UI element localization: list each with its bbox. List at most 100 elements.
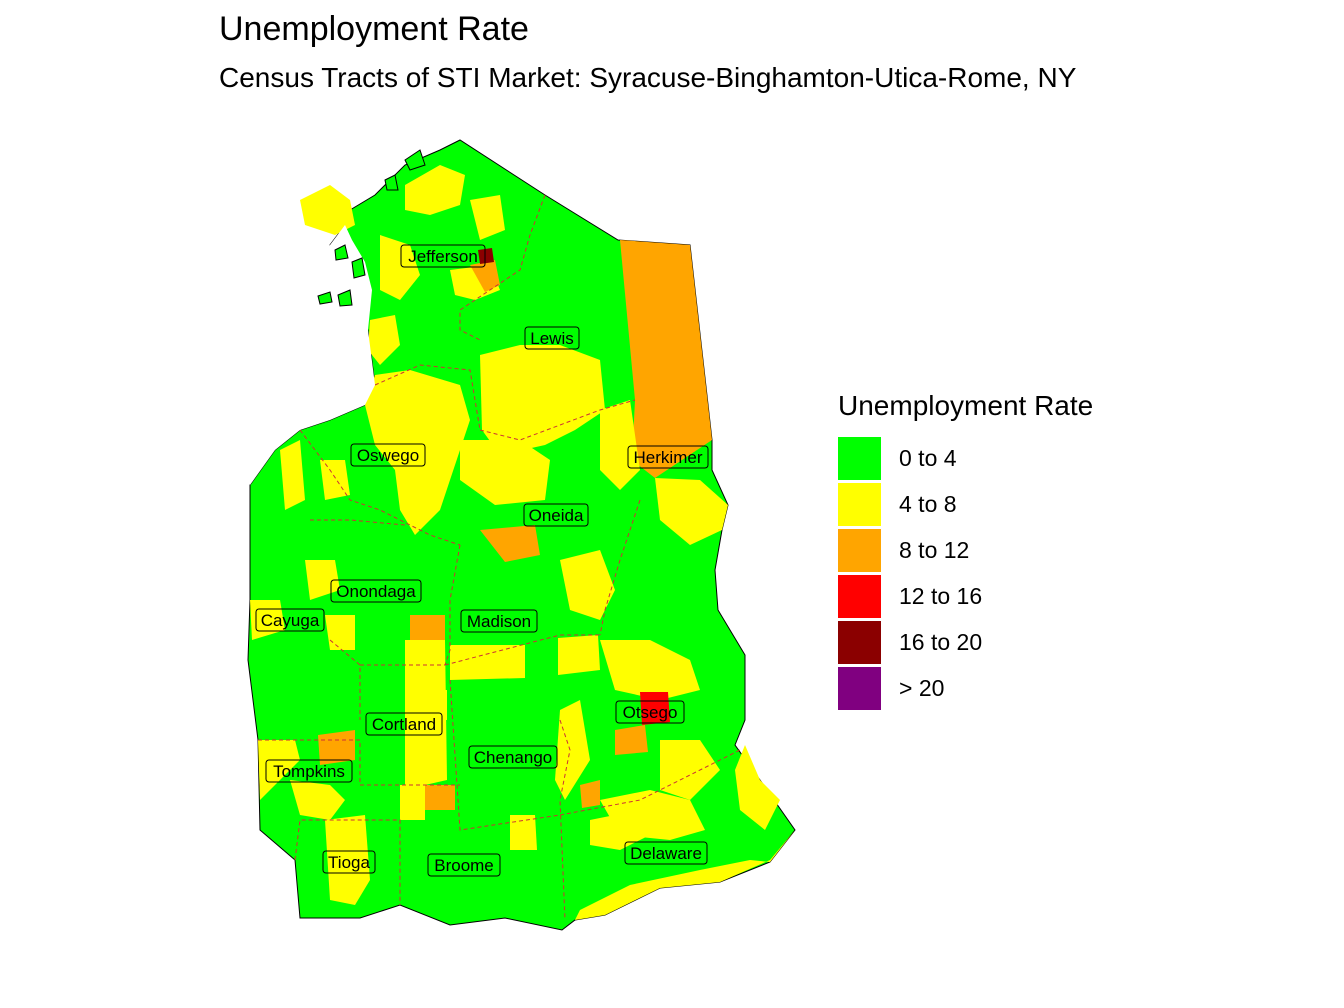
legend-swatch: [838, 574, 881, 618]
svg-text:Chenango: Chenango: [474, 748, 552, 767]
legend-item: 16 to 20: [838, 619, 1093, 665]
tract-yellow: [600, 640, 700, 700]
tract-yellow: [560, 550, 615, 620]
tract-orange: [615, 725, 648, 755]
island: [337, 289, 353, 307]
tracts-yellow: [250, 165, 795, 920]
tract-orange: [480, 525, 540, 562]
map-subtitle: Census Tracts of STI Market: Syracuse-Bi…: [219, 62, 1077, 93]
tract-yellow: [470, 195, 505, 240]
legend-swatch: [838, 482, 881, 526]
tract-red: [640, 692, 670, 725]
county-label-herkimer[interactable]: Herkimer: [627, 445, 709, 469]
tract-yellow: [325, 615, 355, 650]
legend-label: 4 to 8: [899, 490, 957, 517]
legend-label: 12 to 16: [899, 582, 983, 609]
tract-orange: [470, 260, 500, 292]
tract-orange: [425, 785, 455, 810]
county-boundary: [258, 739, 460, 786]
tract-yellow: [320, 460, 350, 500]
svg-text:Oneida: Oneida: [529, 506, 584, 525]
tract-yellow: [660, 740, 720, 800]
county-labels: Jefferson Lewis Oswego Herkimer Oneida O…: [255, 244, 709, 877]
svg-text:Jefferson: Jefferson: [408, 247, 478, 266]
county-boundary: [444, 544, 461, 666]
legend-swatch: [838, 436, 881, 480]
tract-yellow: [558, 635, 600, 675]
tract-yellow: [575, 830, 795, 920]
county-label-broome[interactable]: Broome: [427, 853, 501, 877]
county-label-tompkins[interactable]: Tompkins: [265, 759, 353, 783]
legend-swatch: [838, 620, 881, 664]
svg-text:Lewis: Lewis: [530, 329, 573, 348]
svg-text:Tioga: Tioga: [328, 853, 370, 872]
svg-text:Delaware: Delaware: [630, 844, 702, 863]
county-label-oneida[interactable]: Oneida: [523, 503, 589, 527]
tract-yellow: [400, 785, 425, 820]
tract-yellow: [325, 815, 370, 905]
county-label-onondaga[interactable]: Onondaga: [330, 579, 422, 603]
county-boundary: [459, 194, 546, 341]
island: [351, 257, 366, 279]
county-label-cayuga[interactable]: Cayuga: [255, 608, 325, 632]
tract-yellow: [290, 780, 345, 820]
tract-yellow: [380, 235, 420, 300]
county-boundary: [559, 719, 571, 921]
county-label-jefferson[interactable]: Jefferson: [400, 244, 486, 268]
islands: [317, 149, 426, 307]
legend-item: 0 to 4: [838, 435, 1093, 481]
svg-text:Cortland: Cortland: [372, 715, 436, 734]
tract-yellow: [365, 370, 470, 535]
svg-text:Oswego: Oswego: [357, 446, 419, 465]
county-label-chenango[interactable]: Chenango: [468, 745, 558, 769]
legend-label: 0 to 4: [899, 444, 957, 471]
svg-text:Onondaga: Onondaga: [336, 582, 416, 601]
tract-orange: [410, 615, 445, 640]
tract-yellow: [460, 440, 550, 505]
legend-label: 8 to 12: [899, 536, 970, 563]
county-label-tioga[interactable]: Tioga: [322, 850, 376, 874]
tract-yellow: [450, 645, 525, 680]
island: [317, 291, 333, 305]
county-label-cortland[interactable]: Cortland: [365, 712, 443, 736]
tract-yellow: [655, 478, 728, 545]
county-boundary: [599, 499, 641, 636]
tract-darkred: [478, 248, 494, 264]
tract-orange: [580, 780, 600, 808]
legend-item: 8 to 12: [838, 527, 1093, 573]
legend-item: 12 to 16: [838, 573, 1093, 619]
legend-label: 16 to 20: [899, 628, 983, 655]
svg-text:Broome: Broome: [434, 856, 494, 875]
svg-text:Cayuga: Cayuga: [261, 611, 320, 630]
legend-label: > 20: [899, 674, 945, 701]
county-label-lewis[interactable]: Lewis: [524, 326, 580, 350]
county-boundary: [374, 364, 481, 431]
county-boundary: [299, 429, 461, 546]
legend-items: 0 to 4 4 to 8 8 to 12 12 to 16 16 to 20 …: [838, 435, 1093, 711]
tracts-orange: [318, 260, 648, 810]
lake-ontario-water: [250, 225, 375, 485]
tract-yellow: [250, 600, 285, 640]
legend-item: 4 to 8: [838, 481, 1093, 527]
legend: Unemployment Rate 0 to 4 4 to 8 8 to 12 …: [838, 390, 1093, 711]
tract-yellow: [590, 810, 660, 850]
tract-yellow: [258, 740, 300, 800]
tract-yellow: [280, 440, 305, 510]
county-label-madison[interactable]: Madison: [460, 609, 538, 633]
svg-text:Herkimer: Herkimer: [634, 448, 703, 467]
tract-yellow: [368, 315, 400, 365]
county-boundary: [559, 749, 741, 816]
county-label-delaware[interactable]: Delaware: [624, 841, 708, 865]
island: [384, 174, 399, 191]
county-label-oswego[interactable]: Oswego: [350, 443, 426, 467]
county-boundary: [294, 819, 401, 905]
legend-swatch: [838, 666, 881, 710]
island: [404, 149, 426, 171]
tract-orange: [318, 730, 355, 765]
svg-text:Tompkins: Tompkins: [273, 762, 345, 781]
island: [334, 244, 349, 261]
legend-item: > 20: [838, 665, 1093, 711]
county-label-otsego[interactable]: Otsego: [615, 700, 685, 724]
tract-yellow: [735, 745, 780, 830]
